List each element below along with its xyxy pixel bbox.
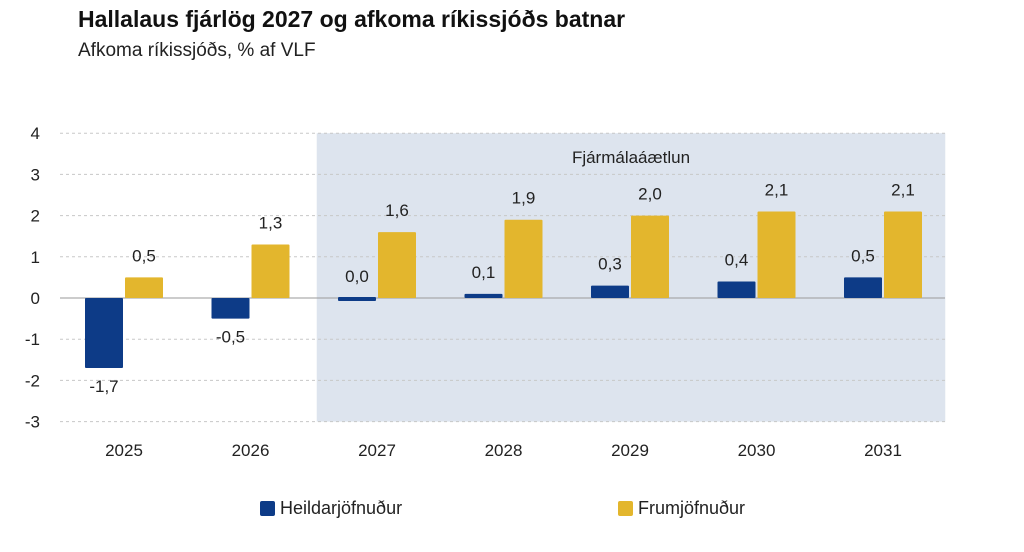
x-tick-label: 2030 (738, 441, 776, 460)
data-label: 1,6 (385, 201, 409, 220)
bar-frumjofnudur (757, 211, 796, 298)
legend-swatch-heildarjofnudur (260, 501, 275, 516)
x-tick-label: 2027 (358, 441, 396, 460)
x-tick-label: 2028 (485, 441, 523, 460)
bar-heildarjofnudur (338, 297, 376, 301)
bar-chart: Fjármálaáætlun 4 3 2 1 0 -1 -2 -3 -1,7 -0,5 0,0 0,1 0… (25, 124, 946, 460)
chart-subtitle: Afkoma ríkissjóðs, % af VLF (78, 40, 316, 61)
y-tick-label: -3 (25, 413, 40, 432)
chart-title: Hallalaus fjárlög 2027 og afkoma ríkissj… (78, 6, 626, 32)
y-tick-label: 4 (31, 124, 40, 143)
data-label: 0,1 (472, 263, 496, 282)
y-tick-label: 3 (31, 165, 40, 184)
legend-label-heildarjofnudur: Heildarjöfnuður (280, 498, 403, 518)
y-tick-label: -1 (25, 330, 40, 349)
legend-item-frumjofnudur: Frumjöfnuður (618, 498, 745, 519)
legend-swatch-frumjofnudur (618, 501, 633, 516)
legend-item-heildarjofnudur: Heildarjöfnuður (260, 498, 402, 519)
bar-heildarjofnudur (464, 293, 503, 298)
data-label: 2,0 (638, 185, 662, 204)
y-tick-label: 1 (31, 248, 40, 267)
data-label: -0,5 (216, 328, 245, 347)
data-label: 1,9 (512, 189, 536, 208)
x-tick-label: 2026 (232, 441, 270, 460)
data-label: 1,3 (259, 213, 283, 232)
bar-heildarjofnudur (85, 298, 123, 369)
bar-frumjofnudur (251, 244, 290, 298)
data-label: 0,0 (345, 267, 369, 286)
data-label: 0,3 (598, 255, 622, 274)
legend-label-frumjofnudur: Frumjöfnuður (638, 498, 746, 518)
x-tick-label: 2029 (611, 441, 649, 460)
data-label: 0,4 (725, 251, 749, 270)
data-label: 2,1 (891, 180, 915, 199)
forecast-region-label: Fjármálaáætlun (572, 148, 690, 167)
bar-frumjofnudur (125, 277, 163, 298)
data-label: 2,1 (765, 180, 789, 199)
data-label: 0,5 (132, 246, 156, 265)
bar-frumjofnudur (378, 232, 416, 298)
bar-frumjofnudur (504, 219, 543, 298)
x-tick-label: 2025 (105, 441, 143, 460)
y-tick-label: -2 (25, 371, 40, 390)
y-tick-label: 0 (31, 289, 40, 308)
x-tick-label: 2031 (864, 441, 902, 460)
bar-frumjofnudur (631, 215, 669, 298)
data-label: 0,5 (851, 246, 875, 265)
bar-frumjofnudur (884, 211, 922, 298)
y-tick-label: 2 (31, 207, 40, 226)
data-label: -1,7 (89, 377, 118, 396)
bar-heildarjofnudur (717, 281, 756, 298)
bar-heildarjofnudur (591, 285, 629, 298)
bar-heildarjofnudur (211, 298, 250, 319)
bar-heildarjofnudur (844, 277, 882, 298)
